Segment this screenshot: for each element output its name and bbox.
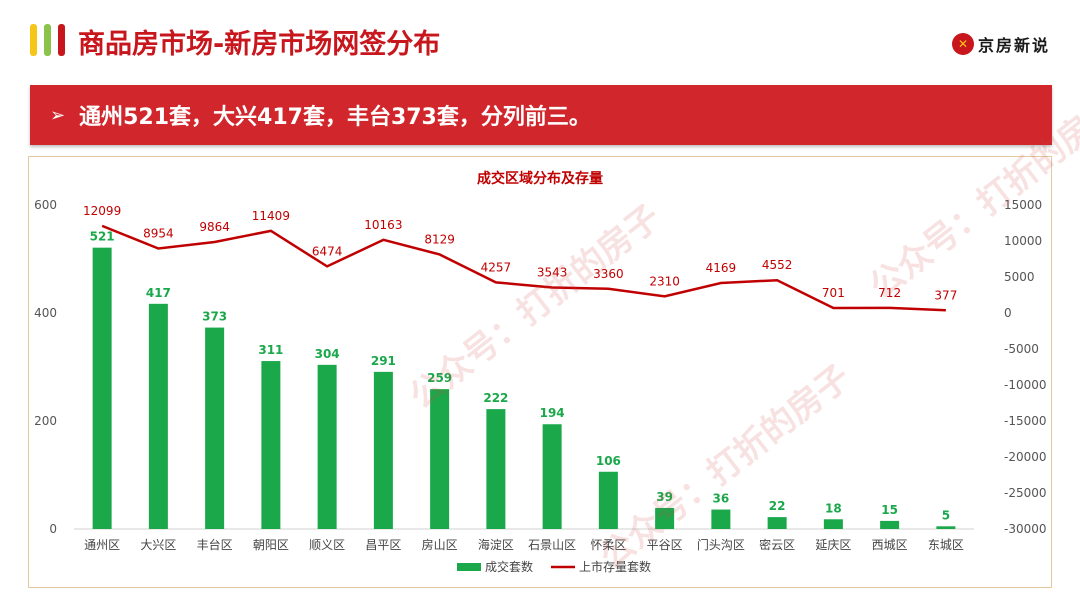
right-axis-tick: -30000: [1004, 522, 1047, 536]
bar-怀柔区: [598, 471, 618, 529]
category-label: 朝阳区: [253, 538, 289, 552]
logo-text: 京房新说: [977, 36, 1050, 55]
left-axis-tick: 400: [34, 306, 57, 320]
legend-label-bar: 成交套数: [485, 559, 533, 574]
line-data-label: 3360: [593, 267, 624, 281]
line-data-label: 8954: [143, 227, 174, 241]
bar-昌平区: [373, 371, 393, 529]
bar-data-label: 417: [146, 286, 171, 300]
legend-swatch-bar: [457, 563, 481, 571]
bar-平谷区: [655, 507, 675, 529]
line-data-label: 3543: [537, 265, 568, 279]
category-label: 房山区: [422, 537, 458, 552]
line-data-label: 377: [934, 288, 957, 302]
bar-丰台区: [205, 327, 225, 529]
bar-data-label: 311: [258, 343, 283, 357]
banner-text: 通州521套，大兴417套，丰台373套，分列前三。: [79, 105, 591, 130]
category-label: 石景山区: [528, 538, 576, 552]
page-title: 商品房市场-新房市场网签分布: [78, 29, 441, 60]
accent-bar-green: [44, 24, 51, 56]
line-data-label: 9864: [199, 220, 230, 234]
category-label: 丰台区: [197, 537, 233, 552]
category-label: 门头沟区: [697, 537, 745, 552]
bar-data-label: 373: [202, 310, 227, 324]
bar-密云区: [767, 517, 787, 529]
stock-series-line: [101, 224, 946, 312]
brand-logo: ✕ 京房新说: [951, 32, 1050, 56]
left-axis-tick: 0: [49, 522, 57, 536]
bar-data-label: 222: [483, 391, 508, 405]
bar-朝阳区: [261, 361, 281, 529]
summary-banner: ➢ 通州521套，大兴417套，丰台373套，分列前三。: [30, 85, 1052, 145]
line-data-label: 8129: [424, 232, 455, 246]
bar-data-label: 36: [713, 492, 730, 506]
left-axis-tick: 600: [34, 198, 57, 212]
bar-data-label: 5: [942, 508, 950, 522]
bar-延庆区: [823, 519, 843, 529]
line-data-label: 712: [878, 286, 901, 300]
right-axis-tick: -15000: [1004, 414, 1047, 428]
line-data-label: 6474: [312, 244, 343, 258]
right-axis-tick: 0: [1004, 306, 1012, 320]
line-data-label: 4169: [706, 261, 737, 275]
category-label: 大兴区: [140, 538, 176, 552]
bar-data-label: 22: [769, 499, 786, 513]
category-label: 平谷区: [647, 538, 683, 552]
bar-海淀区: [486, 409, 506, 529]
category-label: 怀柔区: [590, 538, 626, 552]
line-data-label: 10163: [364, 218, 402, 232]
category-label: 海淀区: [478, 537, 514, 552]
line-data-label: 12099: [83, 204, 121, 218]
accent-bar-red: [58, 24, 65, 56]
bar-房山区: [430, 389, 450, 529]
bar-data-label: 194: [540, 406, 565, 420]
bar-data-label: 304: [315, 347, 340, 361]
bar-data-label: 18: [825, 501, 842, 515]
bar-data-label: 39: [656, 490, 673, 504]
bar-西城区: [880, 520, 900, 529]
bar-data-label: 106: [596, 454, 621, 468]
bar-data-label: 15: [881, 503, 898, 517]
category-label: 密云区: [759, 537, 795, 552]
bar-data-label: 291: [371, 354, 396, 368]
bar-东城区: [936, 526, 956, 529]
right-axis-tick: 10000: [1004, 234, 1042, 248]
bar-石景山区: [542, 424, 562, 529]
category-label: 西城区: [872, 538, 908, 552]
line-data-label: 701: [822, 286, 845, 300]
bar-data-label: 259: [427, 371, 452, 385]
bar-大兴区: [148, 303, 168, 529]
line-data-label: 4552: [762, 258, 793, 272]
right-axis-tick: 15000: [1004, 198, 1042, 212]
right-axis-tick: -5000: [1004, 342, 1039, 356]
logo-badge-icon: ✕: [951, 33, 974, 55]
line-data-label: 11409: [252, 209, 290, 223]
bar-门头沟区: [711, 509, 731, 529]
category-label: 东城区: [928, 538, 964, 552]
bar-通州区: [92, 247, 112, 529]
line-data-label: 4257: [481, 260, 512, 274]
arrow-right-icon: ➢: [50, 104, 66, 126]
right-axis-tick: 5000: [1004, 270, 1035, 284]
accent-bar-yellow: [30, 24, 37, 56]
combo-chart: 成交区域分布及存量 0 200 400 600 -30000 -25000 -20000 -15…: [34, 170, 1047, 574]
bar-顺义区: [317, 364, 337, 529]
legend-label-line: 上市存量套数: [579, 559, 651, 574]
line-data-label: 2310: [649, 274, 680, 288]
left-axis-tick: 200: [34, 414, 57, 428]
right-axis-tick: -10000: [1004, 378, 1047, 392]
category-label: 昌平区: [365, 538, 401, 552]
right-axis-tick: -20000: [1004, 450, 1047, 464]
right-axis-tick: -25000: [1004, 486, 1047, 500]
chart-title: 成交区域分布及存量: [477, 170, 603, 187]
chart-container: 成交区域分布及存量 0 200 400 600 -30000 -25000 -20000 -15…: [28, 156, 1052, 588]
bar-data-label: 521: [90, 230, 115, 244]
category-label: 通州区: [84, 538, 120, 552]
category-label: 延庆区: [815, 538, 851, 552]
category-label: 顺义区: [309, 538, 345, 552]
